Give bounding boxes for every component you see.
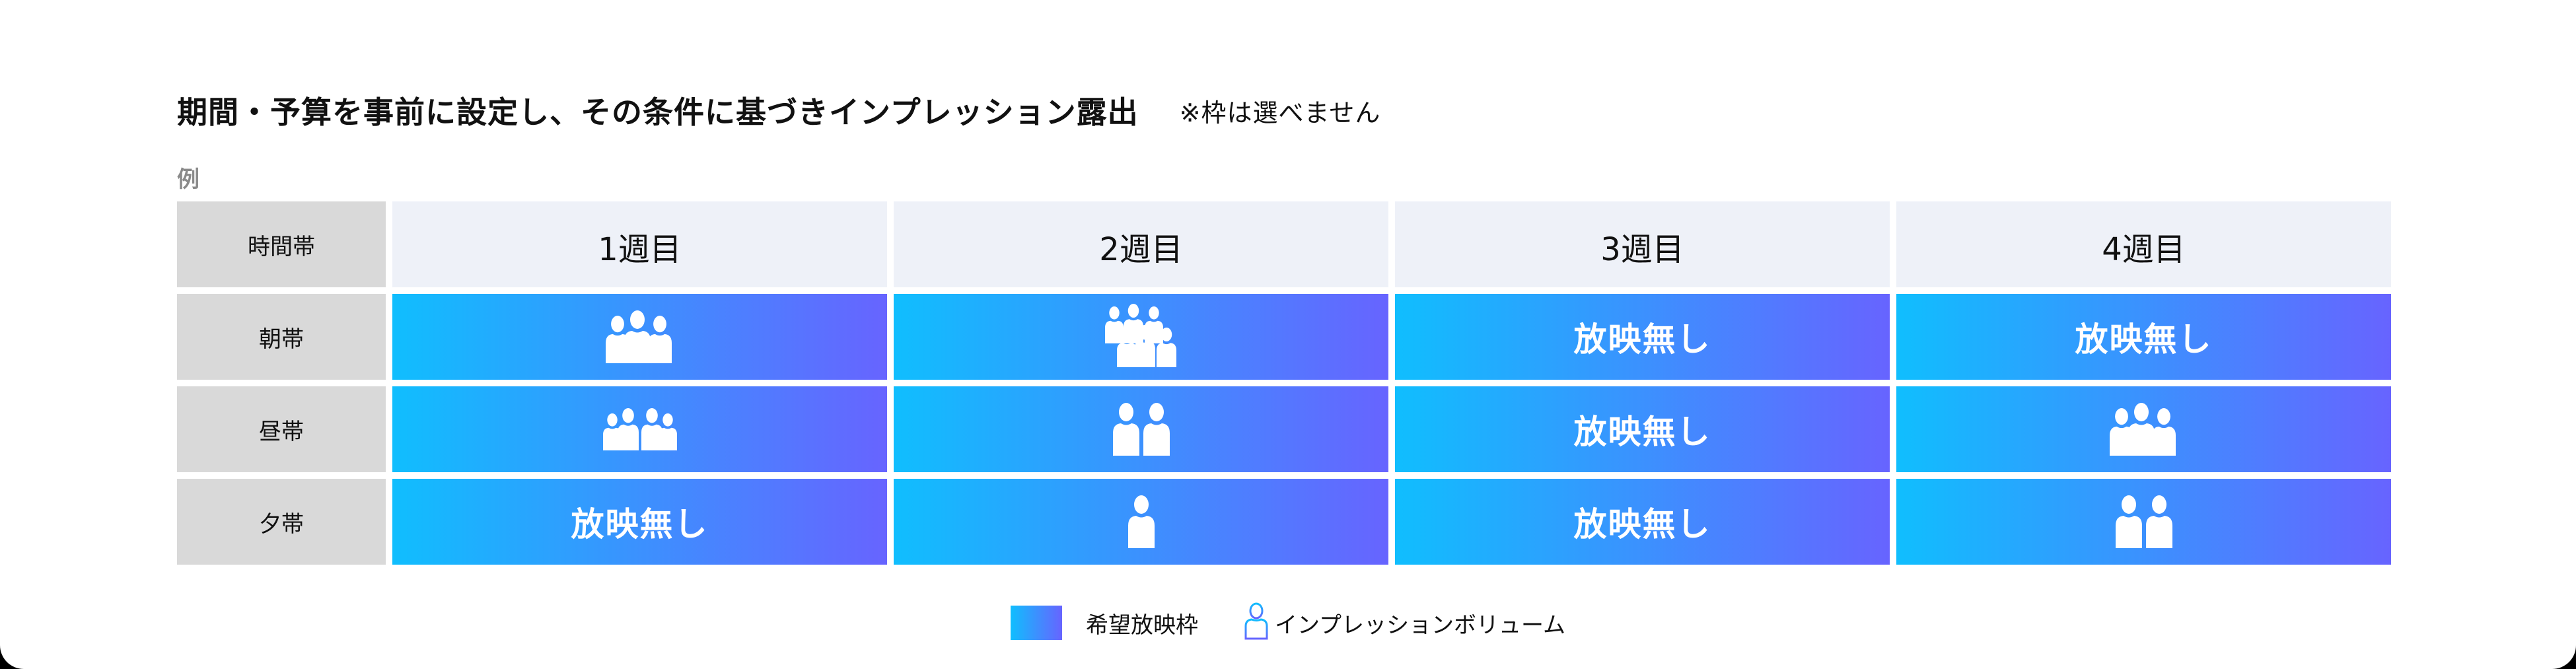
row-label: 昼帯 xyxy=(177,386,386,472)
slot-cell xyxy=(1896,479,2391,565)
column-header-week-2: 2週目 xyxy=(894,201,1388,287)
column-header-week-3: 3週目 xyxy=(1395,201,1890,287)
schedule-grid: 時間帯 1週目 2週目 3週目 4週目 朝帯 放映無し 放映無し 昼帯 放映無し 夕帯 放映… xyxy=(177,201,2391,565)
no-broadcast-text: 放映無し xyxy=(2075,320,2213,359)
no-broadcast-text: 放映無し xyxy=(571,505,709,544)
slot-cell: 放映無し xyxy=(1395,386,1890,472)
no-broadcast-text: 放映無し xyxy=(1573,413,1711,451)
people-pair-icon xyxy=(1112,403,1170,456)
corner-header: 時間帯 xyxy=(177,201,386,287)
page-title: 期間・予算を事前に設定し、その条件に基づきインプレッション露出 xyxy=(177,94,1139,130)
row-label: 夕帯 xyxy=(177,479,386,565)
no-broadcast-text: 放映無し xyxy=(1573,320,1711,359)
legend-item-impression: インプレッションボリューム xyxy=(1243,602,1565,643)
column-header-week-4: 4週目 xyxy=(1896,201,2391,287)
column-header-week-1: 1週目 xyxy=(392,201,887,287)
people-group-3-icon xyxy=(2109,403,2178,456)
no-broadcast-text: 放映無し xyxy=(1573,505,1711,544)
gradient-swatch-icon xyxy=(1011,606,1063,640)
slot-cell xyxy=(894,294,1388,380)
people-group-3-icon xyxy=(605,310,674,363)
slot-cell: 放映無し xyxy=(1896,294,2391,380)
people-pair-icon xyxy=(2115,495,2172,548)
legend: 希望放映枠 インプレッションボリューム xyxy=(0,602,2576,643)
people-crowd-6-icon xyxy=(1104,304,1178,370)
people-group-4-icon xyxy=(602,408,677,450)
slot-cell: 放映無し xyxy=(1395,479,1890,565)
slot-cell: 放映無し xyxy=(1395,294,1890,380)
legend-item-slot: 希望放映枠 xyxy=(1011,606,1198,640)
title-row: 期間・予算を事前に設定し、その条件に基づきインプレッション露出 ※枠は選べません xyxy=(177,90,1380,131)
slot-cell xyxy=(894,386,1388,472)
slot-cell xyxy=(1896,386,2391,472)
example-label: 例 xyxy=(177,166,199,193)
slot-cell xyxy=(392,386,887,472)
slot-cell: 放映無し xyxy=(392,479,887,565)
note-text: ※枠は選べません xyxy=(1179,98,1381,127)
legend-label: 希望放映枠 xyxy=(1086,612,1199,639)
slot-cell xyxy=(392,294,887,380)
slot-cell xyxy=(894,479,1388,565)
person-outline-icon xyxy=(1243,602,1270,643)
row-label: 朝帯 xyxy=(177,294,386,380)
person-icon xyxy=(1127,495,1155,548)
legend-label: インプレッションボリューム xyxy=(1275,612,1565,639)
